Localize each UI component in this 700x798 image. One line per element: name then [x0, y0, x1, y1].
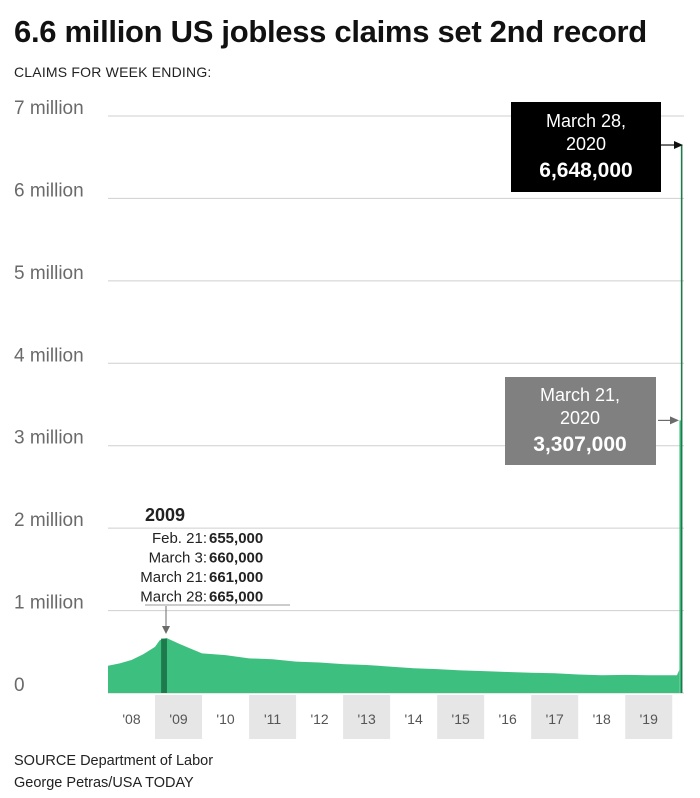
year-band	[249, 695, 297, 739]
annotation-2009-heading: 2009	[145, 505, 185, 525]
peak-week-bar	[165, 638, 167, 693]
prior-spike	[679, 420, 682, 693]
x-tick-label: '17	[546, 711, 564, 727]
y-tick-label: 3 million	[14, 428, 84, 449]
x-tick-label: '10	[216, 711, 234, 727]
prior-arrow-head	[670, 416, 679, 425]
y-tick-label: 7 million	[14, 98, 84, 119]
annotation-2009-value: 665,000	[209, 589, 263, 606]
peak-week-bar	[161, 638, 163, 693]
y-tick-labels: 0 1 million 2 million 3 million 4 million 5 m…	[14, 98, 84, 696]
prior-callout-year: 2020	[560, 408, 600, 428]
x-tick-labels: '08 '09 '10 '11 '12 '13 '14 '15 '16 '17 '18 '19	[122, 711, 658, 727]
year-band	[155, 695, 203, 739]
x-tick-label: '13	[357, 711, 375, 727]
y-tick-label: 6 million	[14, 180, 84, 201]
x-tick-label: '18	[593, 711, 611, 727]
x-tick-label: '19	[640, 711, 658, 727]
x-tick-label: '11	[264, 711, 281, 727]
annotation-2009-box	[140, 530, 292, 610]
x-tick-label: '15	[452, 711, 470, 727]
x-tick-label: '12	[310, 711, 328, 727]
record-arrow-head	[674, 141, 683, 150]
x-tick-label: '09	[169, 711, 187, 727]
x-tick-label: '08	[122, 711, 140, 727]
y-tick-label: 1 million	[14, 593, 84, 614]
x-tick-label: '14	[405, 711, 423, 727]
annotation-2009-date: March 28:	[140, 589, 207, 606]
record-callout-date: March 28,	[546, 111, 626, 131]
annotation-2009-arrow-head	[162, 626, 170, 634]
y-tick-label: 0	[14, 675, 25, 696]
credit-text: George Petras/USA TODAY	[14, 775, 194, 791]
record-callout-box	[511, 102, 661, 192]
annotation-2009-date: Feb. 21:	[152, 530, 207, 547]
record-callout-value: 6,648,000	[539, 159, 632, 182]
source-text: SOURCE Department of Labor	[14, 753, 214, 769]
chart-title: 6.6 million US jobless claims set 2nd re…	[14, 14, 647, 49]
annotation-2009-value: 655,000	[209, 530, 263, 547]
claims-area-fill	[108, 638, 680, 693]
peak-week-bar	[162, 638, 165, 693]
annotation-2009-value: 661,000	[209, 569, 263, 586]
y-tick-label: 5 million	[14, 263, 84, 284]
y-tick-label: 2 million	[14, 510, 84, 531]
y-tick-label: 4 million	[14, 345, 84, 366]
record-spike	[680, 145, 683, 693]
annotation-2009-date: March 3:	[149, 550, 207, 567]
annotation-2009-date: March 21:	[140, 569, 207, 586]
prior-callout-date: March 21,	[540, 385, 620, 405]
prior-callout-value: 3,307,000	[533, 433, 626, 456]
x-tick-label: '16	[499, 711, 517, 727]
record-callout-year: 2020	[566, 134, 606, 154]
peak-week-bar	[163, 638, 166, 693]
footer: SOURCE Department of Labor George Petras…	[14, 750, 213, 794]
prior-callout-box	[505, 377, 656, 465]
chart-subtitle: CLAIMS FOR WEEK ENDING:	[14, 64, 212, 80]
annotation-2009-value: 660,000	[209, 550, 263, 567]
year-band	[531, 695, 579, 739]
year-band	[625, 695, 673, 739]
year-band	[343, 695, 391, 739]
year-bands	[155, 695, 673, 739]
year-band	[437, 695, 485, 739]
claims-area	[108, 145, 683, 693]
